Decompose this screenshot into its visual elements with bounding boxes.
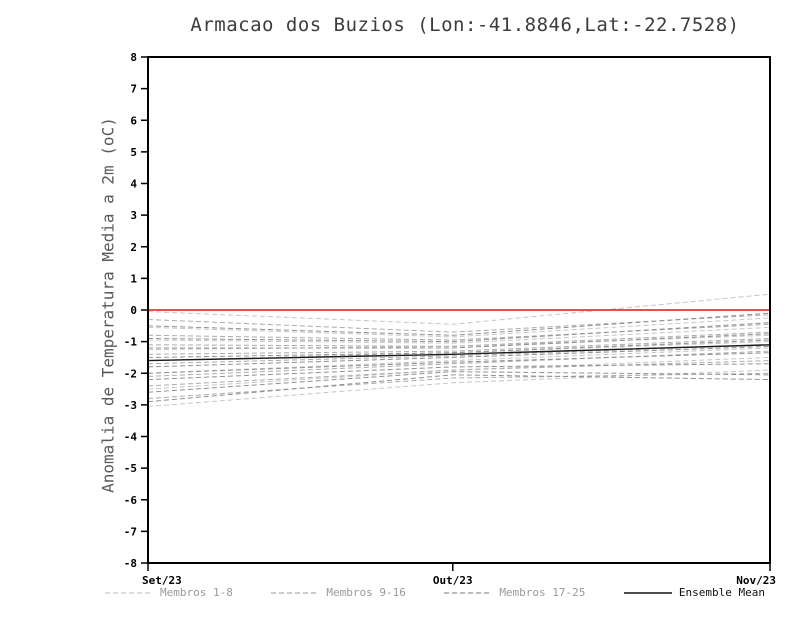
dashed-line-sample-icon: [444, 591, 493, 594]
legend-item-membros-1-8: Membros 1-8: [105, 586, 233, 599]
svg-text:Out/23: Out/23: [433, 574, 473, 587]
svg-text:6: 6: [130, 114, 137, 127]
svg-text:5: 5: [130, 146, 137, 159]
svg-text:-2: -2: [124, 367, 137, 380]
svg-text:-5: -5: [124, 462, 137, 475]
svg-text:-4: -4: [124, 431, 138, 444]
legend: Membros 1-8 Membros 9-16 Membros 17-25 E…: [105, 586, 765, 599]
svg-text:Nov/23: Nov/23: [736, 574, 776, 587]
legend-label: Ensemble Mean: [678, 586, 765, 599]
legend-label: Membros 17-25: [499, 586, 586, 599]
legend-label: Membros 9-16: [326, 586, 406, 599]
legend-item-membros-17-25: Membros 17-25: [444, 586, 585, 599]
svg-text:8: 8: [130, 51, 137, 64]
svg-text:-6: -6: [124, 494, 138, 507]
svg-text:2: 2: [130, 241, 137, 254]
svg-text:7: 7: [130, 83, 137, 96]
legend-item-ensemble-mean: Ensemble Mean: [623, 586, 765, 599]
dashed-line-sample-icon: [105, 591, 153, 594]
svg-text:Set/23: Set/23: [142, 574, 182, 587]
chart-title: Armacao dos Buzios (Lon:-41.8846,Lat:-22…: [190, 14, 740, 36]
solid-line-sample-icon: [623, 591, 672, 594]
svg-text:-7: -7: [124, 525, 137, 538]
legend-label: Membros 1-8: [160, 586, 233, 599]
svg-text:0: 0: [130, 304, 137, 317]
svg-text:-8: -8: [124, 557, 137, 570]
svg-text:1: 1: [130, 272, 137, 285]
svg-text:4: 4: [130, 178, 137, 191]
svg-text:-3: -3: [124, 399, 137, 412]
legend-item-membros-9-16: Membros 9-16: [271, 586, 406, 599]
svg-text:-1: -1: [124, 336, 138, 349]
dashed-line-sample-icon: [271, 591, 320, 594]
svg-text:3: 3: [130, 209, 137, 222]
